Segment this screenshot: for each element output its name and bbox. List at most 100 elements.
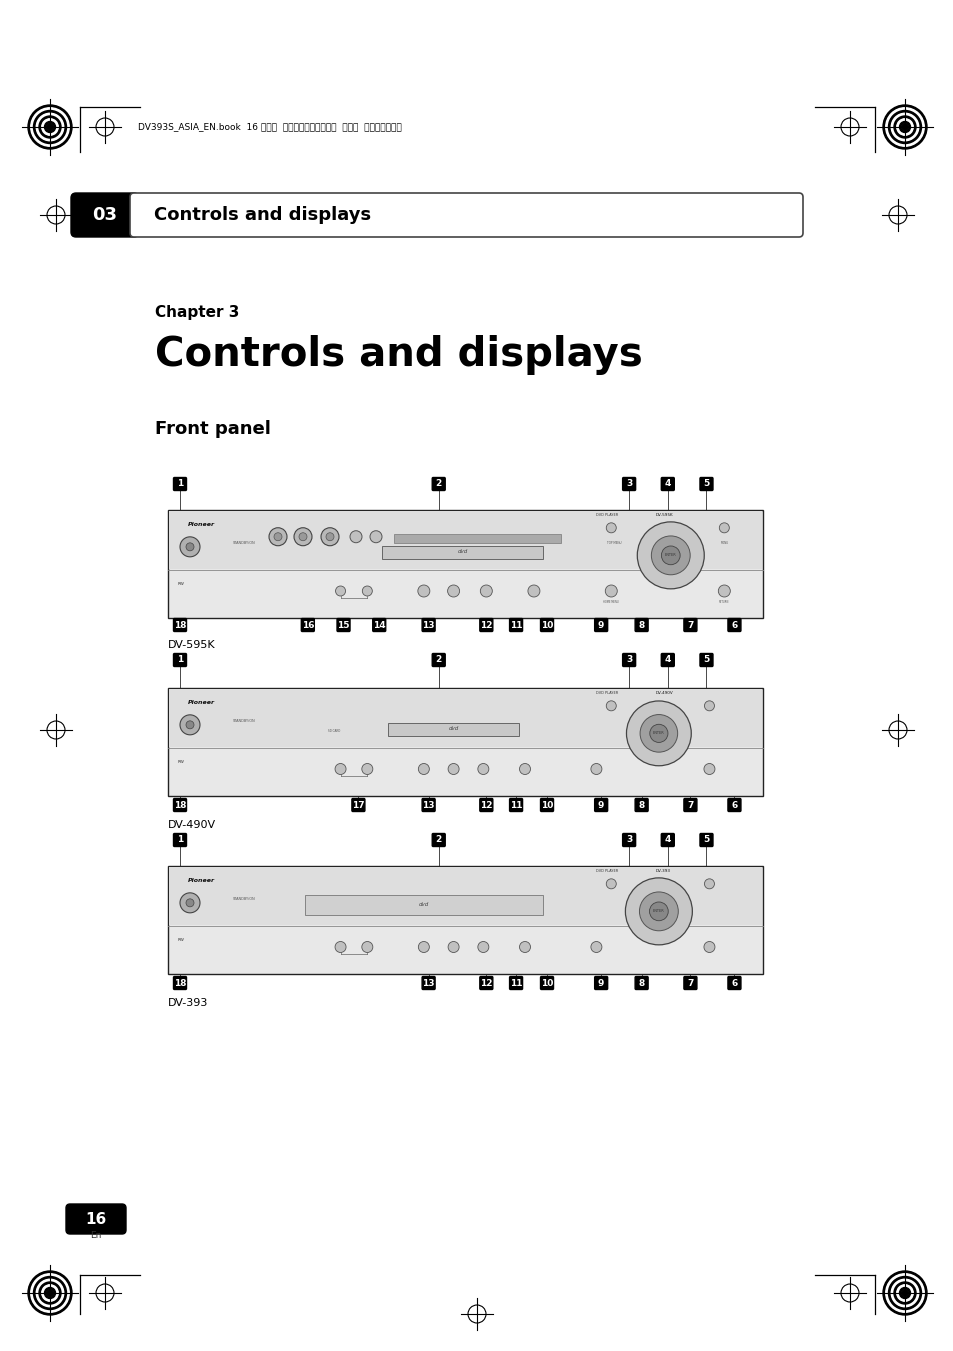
Circle shape (350, 531, 361, 543)
Circle shape (361, 942, 373, 952)
FancyBboxPatch shape (660, 654, 674, 666)
Text: 6: 6 (731, 978, 737, 988)
Circle shape (639, 715, 677, 753)
Circle shape (274, 532, 282, 540)
Text: 5: 5 (702, 480, 709, 489)
Text: 12: 12 (479, 801, 492, 809)
Bar (168, 866, 762, 974)
Circle shape (39, 116, 61, 138)
Circle shape (626, 701, 691, 766)
Circle shape (882, 1271, 926, 1315)
Circle shape (899, 122, 909, 132)
Circle shape (47, 1290, 53, 1297)
Text: 13: 13 (422, 620, 435, 630)
FancyBboxPatch shape (173, 834, 186, 847)
Text: 3: 3 (625, 835, 632, 844)
FancyBboxPatch shape (421, 977, 435, 989)
FancyBboxPatch shape (683, 977, 697, 989)
Circle shape (320, 528, 338, 546)
Text: 9: 9 (598, 620, 603, 630)
Text: MENU: MENU (720, 540, 728, 544)
Text: 10: 10 (540, 978, 553, 988)
Text: 7: 7 (686, 620, 693, 630)
Circle shape (370, 531, 381, 543)
Text: DVD PLAYER: DVD PLAYER (596, 690, 618, 694)
Circle shape (47, 124, 53, 130)
Circle shape (519, 942, 530, 952)
Text: Chapter 3: Chapter 3 (154, 305, 239, 320)
Circle shape (527, 585, 539, 597)
Circle shape (893, 116, 915, 138)
FancyBboxPatch shape (301, 619, 314, 631)
Circle shape (361, 763, 373, 774)
FancyBboxPatch shape (71, 193, 139, 236)
Circle shape (703, 878, 714, 889)
FancyBboxPatch shape (352, 798, 364, 812)
Text: RW: RW (178, 761, 185, 765)
Text: 2: 2 (436, 480, 441, 489)
Text: 3: 3 (625, 655, 632, 665)
Circle shape (637, 521, 703, 589)
FancyBboxPatch shape (432, 654, 445, 666)
Circle shape (703, 942, 714, 952)
Circle shape (448, 942, 458, 952)
Text: RW: RW (178, 938, 185, 942)
FancyBboxPatch shape (540, 619, 553, 631)
Text: Pioneer: Pioneer (188, 523, 214, 527)
Text: 1: 1 (176, 655, 183, 665)
Circle shape (30, 108, 70, 146)
Bar (305, 896, 542, 915)
FancyBboxPatch shape (594, 977, 607, 989)
Bar (168, 509, 762, 617)
Circle shape (186, 543, 193, 551)
Text: 11: 11 (509, 801, 522, 809)
Text: 2: 2 (436, 655, 441, 665)
FancyBboxPatch shape (509, 619, 522, 631)
FancyBboxPatch shape (173, 977, 186, 989)
Circle shape (606, 701, 616, 711)
Circle shape (33, 111, 67, 143)
Text: dvd: dvd (448, 725, 458, 731)
Circle shape (447, 585, 459, 597)
FancyBboxPatch shape (700, 477, 712, 490)
Circle shape (606, 523, 616, 532)
Bar (169, 867, 761, 925)
Text: DV-595K: DV-595K (168, 640, 215, 650)
Text: 4: 4 (664, 835, 670, 844)
Circle shape (45, 1288, 55, 1298)
Text: En: En (91, 1231, 102, 1239)
Text: 12: 12 (479, 620, 492, 630)
Circle shape (186, 898, 193, 907)
FancyBboxPatch shape (635, 977, 647, 989)
Text: 8: 8 (638, 620, 644, 630)
Circle shape (901, 1290, 907, 1297)
Text: DV-490V: DV-490V (656, 690, 673, 694)
FancyBboxPatch shape (479, 619, 493, 631)
Circle shape (48, 1290, 52, 1296)
Circle shape (901, 124, 907, 130)
Text: dvd: dvd (456, 549, 467, 554)
Text: 5: 5 (702, 835, 709, 844)
Circle shape (649, 724, 667, 743)
Text: 8: 8 (638, 978, 644, 988)
Circle shape (604, 585, 617, 597)
Circle shape (887, 111, 921, 143)
Text: 16: 16 (85, 1212, 107, 1227)
Text: 13: 13 (422, 978, 435, 988)
Circle shape (28, 105, 71, 149)
Text: STANDBY/ON: STANDBY/ON (233, 540, 255, 544)
Bar (169, 689, 761, 747)
Text: 1: 1 (176, 835, 183, 844)
Text: 13: 13 (422, 801, 435, 809)
Text: RETURN: RETURN (719, 600, 729, 604)
Text: 4: 4 (664, 480, 670, 489)
FancyBboxPatch shape (66, 1204, 126, 1233)
Text: 18: 18 (173, 620, 186, 630)
Circle shape (48, 124, 52, 130)
FancyBboxPatch shape (635, 619, 647, 631)
Circle shape (625, 878, 692, 944)
Circle shape (590, 763, 601, 774)
Bar (169, 511, 761, 569)
Circle shape (186, 721, 193, 728)
Text: 8: 8 (638, 801, 644, 809)
